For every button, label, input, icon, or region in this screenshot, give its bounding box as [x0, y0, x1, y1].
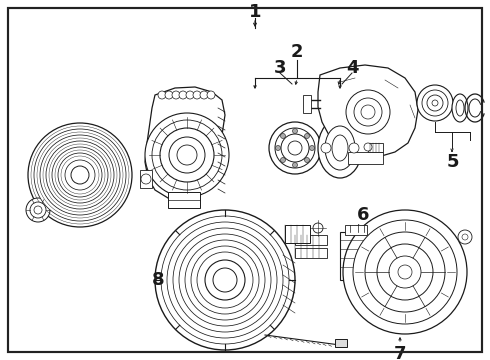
Circle shape [152, 120, 222, 190]
Circle shape [269, 122, 321, 174]
Circle shape [141, 174, 151, 184]
Polygon shape [318, 65, 418, 157]
Circle shape [458, 230, 472, 244]
Circle shape [427, 95, 443, 111]
Text: 4: 4 [346, 59, 358, 77]
Circle shape [304, 134, 310, 139]
Circle shape [343, 210, 467, 334]
Circle shape [52, 147, 108, 203]
Circle shape [346, 90, 390, 134]
Circle shape [310, 145, 315, 150]
Circle shape [205, 260, 245, 300]
Circle shape [361, 105, 375, 119]
Bar [140, 170, 152, 188]
Bar [303, 95, 311, 113]
Circle shape [197, 252, 253, 308]
Circle shape [213, 268, 237, 292]
Circle shape [34, 129, 126, 221]
Circle shape [349, 143, 359, 153]
Text: 5: 5 [447, 153, 459, 171]
Circle shape [364, 143, 372, 151]
Circle shape [179, 91, 187, 99]
Circle shape [158, 91, 166, 99]
Circle shape [186, 91, 194, 99]
Bar [295, 235, 327, 245]
Bar [285, 225, 310, 243]
Circle shape [304, 158, 310, 162]
Circle shape [172, 91, 180, 99]
Circle shape [191, 246, 259, 314]
Circle shape [58, 153, 102, 197]
Circle shape [417, 85, 453, 121]
Text: 8: 8 [152, 271, 164, 289]
Ellipse shape [456, 100, 464, 116]
Circle shape [165, 91, 173, 99]
Circle shape [40, 135, 120, 215]
Text: 7: 7 [394, 345, 406, 360]
Circle shape [422, 90, 448, 116]
Circle shape [46, 141, 114, 209]
Circle shape [145, 113, 229, 197]
Circle shape [65, 160, 95, 190]
Text: 2: 2 [291, 43, 303, 61]
Polygon shape [145, 87, 225, 200]
Circle shape [185, 240, 265, 320]
Circle shape [432, 100, 438, 106]
Circle shape [26, 198, 50, 222]
Circle shape [280, 134, 286, 139]
Circle shape [177, 145, 197, 165]
Circle shape [193, 91, 201, 99]
Circle shape [30, 202, 46, 218]
Bar [295, 248, 327, 258]
Circle shape [293, 129, 297, 134]
Circle shape [173, 228, 277, 332]
Circle shape [354, 98, 382, 126]
Circle shape [288, 141, 302, 155]
Bar [335, 339, 347, 347]
Circle shape [275, 145, 280, 150]
Circle shape [353, 220, 457, 324]
Ellipse shape [332, 135, 348, 161]
Bar [340, 232, 382, 280]
Circle shape [161, 216, 289, 344]
Circle shape [280, 158, 286, 162]
Circle shape [71, 166, 89, 184]
Circle shape [207, 91, 215, 99]
Text: 1: 1 [249, 3, 261, 21]
Ellipse shape [325, 126, 355, 170]
Circle shape [179, 234, 271, 326]
Circle shape [365, 232, 445, 312]
Circle shape [169, 137, 205, 173]
Text: 6: 6 [357, 206, 369, 224]
Circle shape [313, 223, 323, 233]
Circle shape [462, 234, 468, 240]
Circle shape [200, 91, 208, 99]
Circle shape [28, 123, 132, 227]
Circle shape [321, 143, 331, 153]
Circle shape [34, 206, 42, 214]
Circle shape [398, 265, 412, 279]
Circle shape [293, 162, 297, 167]
Bar [368, 143, 383, 152]
Bar [345, 225, 367, 235]
Circle shape [389, 256, 421, 288]
Circle shape [281, 134, 309, 162]
Circle shape [155, 210, 295, 350]
Circle shape [275, 128, 315, 168]
Bar [348, 152, 383, 164]
Ellipse shape [318, 118, 362, 178]
Circle shape [167, 222, 283, 338]
Ellipse shape [452, 94, 468, 122]
Bar [168, 192, 200, 208]
Circle shape [160, 128, 214, 182]
Text: 3: 3 [274, 59, 286, 77]
Circle shape [377, 244, 433, 300]
